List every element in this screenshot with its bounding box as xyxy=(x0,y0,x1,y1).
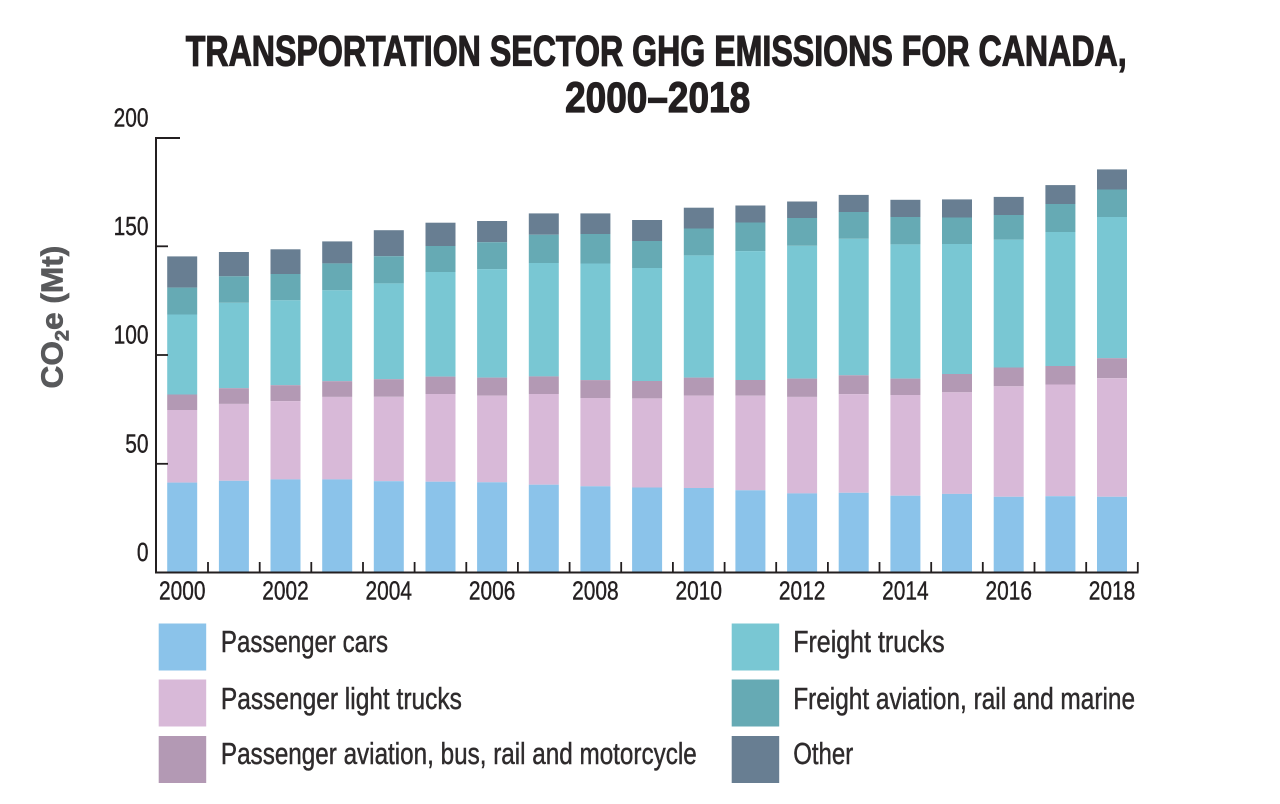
svg-text:2016: 2016 xyxy=(985,576,1031,605)
svg-text:TRANSPORTATION SECTOR GHG EMIS: TRANSPORTATION SECTOR GHG EMISSIONS FOR … xyxy=(186,28,1127,75)
svg-text:150: 150 xyxy=(114,212,149,241)
svg-text:0: 0 xyxy=(137,538,149,567)
svg-text:100: 100 xyxy=(114,321,149,350)
svg-text:200: 200 xyxy=(114,104,149,133)
svg-text:2010: 2010 xyxy=(676,576,722,605)
svg-text:Other: Other xyxy=(793,736,853,770)
svg-text:Passenger light trucks: Passenger light trucks xyxy=(221,681,462,715)
svg-text:2006: 2006 xyxy=(469,576,515,605)
svg-text:2004: 2004 xyxy=(366,576,412,605)
svg-text:Passenger cars: Passenger cars xyxy=(221,624,388,658)
svg-text:Freight trucks: Freight trucks xyxy=(793,625,944,659)
svg-text:2000: 2000 xyxy=(159,576,205,605)
svg-text:2012: 2012 xyxy=(779,576,825,605)
svg-text:Passenger aviation, bus, rail: Passenger aviation, bus, rail and motorc… xyxy=(221,736,697,770)
svg-text:2000–2018: 2000–2018 xyxy=(565,74,750,121)
svg-text:2008: 2008 xyxy=(572,576,618,605)
svg-text:50: 50 xyxy=(125,429,148,458)
svg-text:2014: 2014 xyxy=(882,576,928,605)
svg-text:Freight aviation, rail and mar: Freight aviation, rail and marine xyxy=(793,681,1135,715)
svg-text:CO2e (Mt): CO2e (Mt) xyxy=(35,246,74,389)
svg-text:2002: 2002 xyxy=(262,576,308,605)
svg-text:2018: 2018 xyxy=(1089,576,1135,605)
